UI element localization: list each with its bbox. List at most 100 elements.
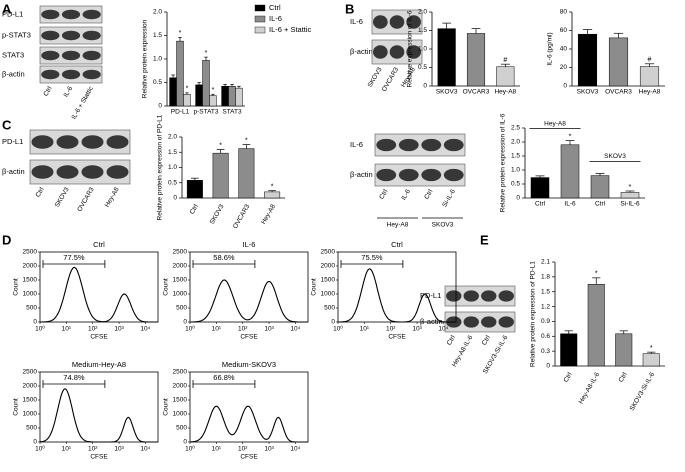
blot-band (56, 135, 79, 149)
legend-swatch (254, 26, 266, 34)
y-tick-label: 0.5 (418, 64, 427, 71)
bar (615, 333, 633, 367)
y-tick-label: 1.8 (541, 274, 550, 281)
legend-swatch (254, 15, 266, 23)
bar (186, 180, 203, 199)
y-tick-label: 1.0 (418, 46, 427, 53)
bar (590, 175, 610, 199)
y-tick-label: 1000 (23, 291, 38, 298)
y-tick-label: 1500 (321, 277, 336, 284)
y-axis-label: Relative expression of IL-6 (407, 10, 414, 87)
x-axis-label: CFSE (240, 334, 258, 341)
y-tick-label: 2.0 (168, 134, 177, 141)
y-tick-label: 1.5 (168, 149, 177, 156)
bar (530, 177, 550, 199)
x-tick-label: Ctrl (618, 371, 629, 384)
legend-label: Ctrl (269, 3, 281, 12)
y-tick-label: 0.3 (541, 348, 550, 355)
x-tick-label: OVCAR3 (605, 89, 632, 96)
y-tick-label: 1500 (23, 397, 38, 404)
y-tick-label: 0 (173, 195, 177, 202)
chart-title: Ctrl (391, 240, 403, 249)
chart-title: Medium-Hey-A8 (72, 360, 126, 369)
y-tick-label: 1.0 (153, 56, 162, 63)
blot-band (373, 45, 388, 59)
x-tick-label: Ctrl (563, 371, 574, 384)
significance-mark: * (271, 184, 274, 191)
significance-mark: * (212, 87, 215, 94)
blot-band (82, 69, 101, 80)
blot-band (443, 138, 464, 152)
y-tick-label: 20 (560, 64, 568, 71)
blot-row-label: PD-L1 (2, 9, 23, 18)
y-axis-label: Relative protein expression of PD-L1 (530, 261, 537, 367)
blot-band (498, 290, 514, 302)
x-tick-label: p-STAT3 (193, 109, 218, 116)
y-tick-label: 0 (158, 103, 162, 110)
x-tick-label: 10¹ (62, 326, 72, 333)
plot-frame (189, 251, 309, 323)
blot-band (481, 316, 497, 328)
bar (221, 86, 229, 107)
y-tick-label: 60 (560, 27, 568, 34)
bar (608, 37, 629, 87)
x-tick-label: STAT3 (222, 109, 242, 116)
panel-letter: A (2, 1, 12, 16)
y-tick-label: 1.5 (541, 288, 550, 295)
blot-band (61, 9, 81, 20)
x-tick-label: PD-L1 (171, 109, 190, 116)
x-tick-label: 10³ (114, 326, 124, 333)
y-tick-label: 0.9 (541, 318, 550, 325)
blot-strip (374, 133, 466, 157)
y-tick-label: 1000 (173, 291, 188, 298)
group-label: Hey-A8 (544, 120, 566, 127)
blot-band (443, 168, 464, 182)
y-axis-label: Count (163, 398, 170, 416)
x-tick-label: Ctrl (595, 201, 606, 208)
x-tick-label: 10¹ (212, 326, 222, 333)
x-tick-label: 10⁴ (290, 326, 300, 333)
x-tick-label: Hey-A8-IL-6 (578, 371, 602, 405)
y-tick-label: 2.0 (418, 9, 427, 16)
blot-band (463, 290, 479, 302)
x-tick-label: Ctrl (535, 201, 546, 208)
bar (466, 33, 486, 87)
y-tick-label: 0 (33, 319, 37, 326)
blot-band (421, 168, 442, 182)
significance-mark: * (569, 133, 572, 140)
blot-band (82, 30, 101, 41)
y-tick-label: 2500 (23, 249, 38, 256)
x-tick-label: Ctrl (189, 203, 200, 216)
y-axis-label: Count (311, 278, 318, 296)
y-tick-label: 2000 (23, 383, 38, 390)
panel-letter: C (2, 117, 12, 132)
blot-band (81, 135, 104, 149)
plot-frame (189, 371, 309, 443)
blot-row-label: β-actin (2, 69, 25, 78)
histogram-curve (190, 279, 308, 323)
blot-band (61, 69, 81, 80)
lane-label: SKOV3 (367, 66, 384, 89)
legend-label: IL-6 (269, 14, 282, 23)
y-tick-label: 500 (176, 425, 187, 432)
gate-label: 74.8% (63, 373, 85, 382)
x-axis-label: CFSE (388, 334, 406, 341)
y-tick-label: 0.5 (511, 181, 520, 188)
blot-band (481, 290, 497, 302)
x-tick-label: OVCAR3 (232, 203, 252, 230)
y-axis-label: Relative protein expression (142, 19, 149, 98)
x-tick-label: OVCAR3 (463, 89, 490, 96)
blot-band (421, 138, 442, 152)
bar (264, 191, 281, 199)
y-tick-label: 1500 (23, 277, 38, 284)
significance-mark: * (650, 345, 653, 352)
group-label: Hey-A8 (387, 222, 409, 229)
y-tick-label: 2500 (23, 369, 38, 376)
bar (176, 40, 184, 107)
x-tick-label: Si-IL-6 (620, 201, 640, 208)
lane-label: OVCAR3 (381, 66, 401, 93)
bar (169, 77, 177, 107)
x-axis-label: CFSE (90, 334, 108, 341)
x-tick-label: 10² (88, 326, 98, 333)
blot-band (82, 9, 101, 20)
